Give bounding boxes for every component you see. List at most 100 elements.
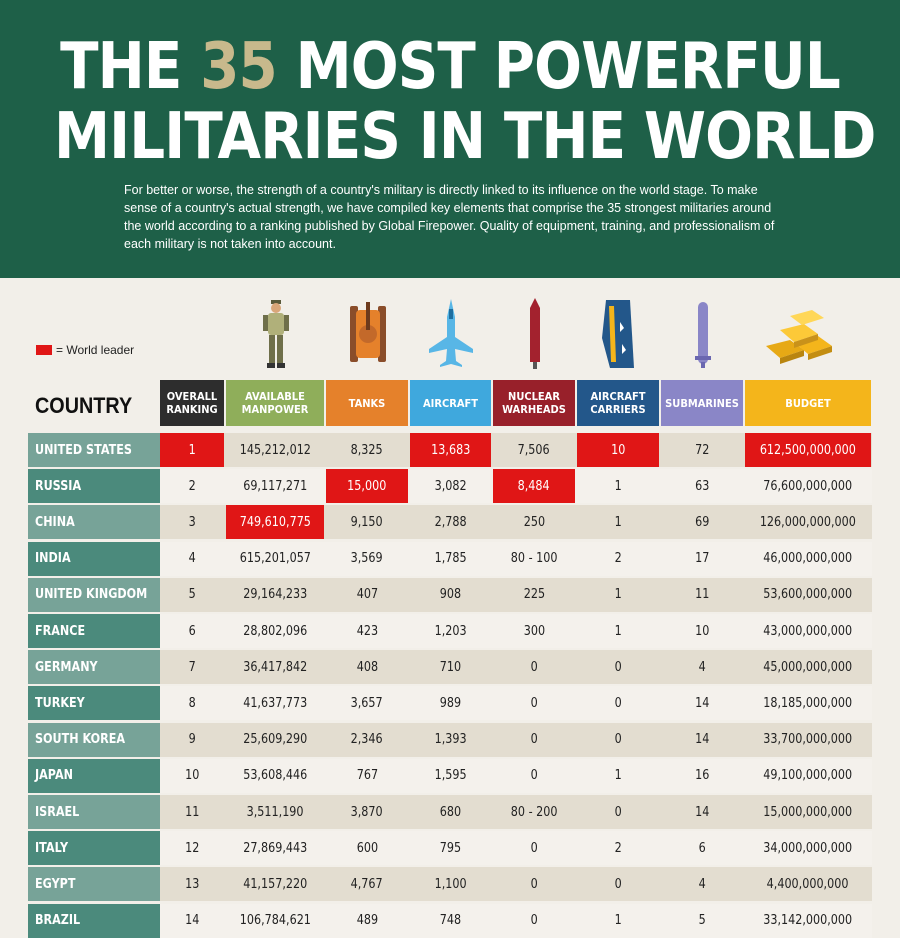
- legend: = World leader: [36, 343, 134, 357]
- cell-nuclear: 0: [530, 732, 538, 748]
- country-name: UNITED KINGDOM: [28, 577, 160, 612]
- cell-rank-world-leader: 1: [160, 433, 224, 467]
- cell-nuclear: 250: [523, 514, 545, 530]
- cell-subs: 16: [694, 768, 710, 784]
- cell-budget: 46,000,000,000: [763, 551, 853, 567]
- cell-nuclear: 0: [530, 876, 538, 892]
- cell-carriers: 1: [614, 768, 622, 784]
- cell-rank: 14: [184, 913, 200, 929]
- cell-nuclear: 80 - 100: [510, 551, 558, 567]
- cell-tanks: 8,325: [350, 442, 384, 458]
- cell-carriers: 1: [614, 913, 622, 929]
- intro-text: For better or worse, the strength of a c…: [124, 183, 775, 251]
- tank-icon: [350, 302, 386, 362]
- cell-tanks: 3,657: [350, 695, 384, 711]
- cell-aircraft: 1,393: [434, 732, 467, 748]
- cell-budget: 43,000,000,000: [763, 623, 853, 639]
- column-header-carriers: AIRCRAFT CARRIERS: [577, 380, 659, 426]
- cell-nuclear: 80 - 200: [510, 804, 558, 820]
- table-row: TURKEY 8 41,637,773 3,657 989 0 0 14 18,185,000,…: [28, 686, 872, 721]
- cell-tanks: 3,870: [350, 804, 384, 820]
- cell-rank: 11: [184, 804, 200, 820]
- cell-manpower-world-leader: 749,610,775: [226, 505, 324, 540]
- cell-subs: 5: [698, 913, 706, 929]
- cell-subs: 6: [698, 840, 706, 856]
- country-name: ISRAEL: [28, 795, 160, 829]
- cell-manpower: 53,608,446: [242, 768, 308, 784]
- cell-rank: 5: [188, 587, 196, 603]
- cell-budget: 33,700,000,000: [763, 732, 853, 748]
- column-header-aircraft: AIRCRAFT: [410, 380, 491, 426]
- cell-manpower: 615,201,057: [239, 551, 311, 567]
- column-header-rank: OVERALL RANKING: [160, 380, 224, 426]
- cell-carriers: 0: [614, 732, 622, 748]
- country-column-header: COUNTRY: [35, 393, 133, 418]
- table-row: CHINA 3 749,610,775 9,150 2,788 250 1 69 126,000…: [28, 505, 872, 540]
- table-row: ITALY 12 27,869,443 600 795 0 2 6 34,000,000,000: [28, 831, 872, 866]
- cell-carriers: 1: [614, 587, 622, 603]
- cell-rank: 3: [188, 514, 196, 530]
- cell-aircraft: 680: [439, 804, 462, 820]
- cell-budget: 15,000,000,000: [763, 804, 853, 820]
- warhead-icon: [530, 298, 540, 369]
- column-header-subs: SUBMARINES: [661, 380, 743, 426]
- cell-manpower: 145,212,012: [239, 442, 311, 458]
- header-banner: THE 35 MOST POWERFUL MILITARIES IN THE W…: [0, 0, 900, 278]
- cell-tanks: 489: [356, 913, 378, 929]
- cell-tanks-world-leader: 15,000: [326, 469, 408, 504]
- cell-budget: 33,142,000,000: [763, 913, 853, 929]
- gold-bars-icon: [766, 310, 832, 364]
- cell-aircraft-world-leader: 13,683: [410, 433, 491, 467]
- country-name: UNITED STATES: [28, 433, 160, 467]
- cell-subs: 17: [694, 551, 710, 567]
- cell-tanks: 2,346: [350, 732, 384, 748]
- cell-budget: 49,100,000,000: [763, 768, 853, 784]
- cell-manpower: 69,117,271: [242, 478, 308, 494]
- cell-aircraft: 3,082: [434, 478, 467, 494]
- table-row: INDIA 4 615,201,057 3,569 1,785 80 - 100 2 17 46…: [28, 541, 872, 576]
- cell-rank: 12: [184, 840, 200, 856]
- cell-carriers: 0: [614, 659, 622, 675]
- country-name: GERMANY: [28, 650, 160, 685]
- cell-manpower: 28,802,096: [242, 623, 308, 639]
- cell-budget: 76,600,000,000: [763, 478, 853, 494]
- cell-rank: 10: [184, 768, 200, 784]
- cell-aircraft: 908: [439, 587, 462, 603]
- cell-subs: 14: [694, 695, 710, 711]
- table-row: UNITED KINGDOM 5 29,164,233 407 908 225 1 11 53,…: [28, 577, 872, 612]
- country-name: FRANCE: [28, 614, 160, 648]
- column-header-tanks: TANKS: [326, 380, 408, 426]
- cell-aircraft: 1,100: [434, 876, 467, 892]
- cell-rank: 7: [188, 659, 196, 675]
- country-name: TURKEY: [28, 686, 160, 721]
- cell-rank: 4: [188, 551, 196, 567]
- cell-nuclear: 300: [523, 623, 545, 639]
- cell-manpower: 36,417,842: [242, 659, 308, 675]
- cell-manpower: 29,164,233: [242, 587, 308, 603]
- table-row: SOUTH KOREA 9 25,609,290 2,346 1,393 0 0 14 33,7…: [28, 722, 872, 757]
- cell-aircraft: 1,785: [434, 551, 467, 567]
- cell-tanks: 9,150: [350, 514, 384, 530]
- cell-budget: 45,000,000,000: [763, 659, 853, 675]
- cell-manpower: 106,784,621: [239, 913, 311, 929]
- cell-manpower: 41,637,773: [242, 695, 308, 711]
- page-title-line-1: THE 35 MOST POWERFUL: [60, 30, 841, 104]
- cell-carriers: 1: [614, 514, 622, 530]
- cell-nuclear: 225: [523, 587, 545, 603]
- cell-nuclear: 0: [530, 659, 538, 675]
- cell-carriers: 2: [614, 551, 622, 567]
- table-row: JAPAN 10 53,608,446 767 1,595 0 1 16 49,100,000,…: [28, 758, 872, 793]
- legend-swatch: [36, 345, 52, 355]
- cell-nuclear: 0: [530, 695, 538, 711]
- cell-rank: 8: [188, 695, 196, 711]
- cell-carriers: 1: [614, 623, 622, 639]
- cell-tanks: 3,569: [350, 551, 384, 567]
- cell-manpower: 3,511,190: [246, 804, 304, 820]
- cell-nuclear: 0: [530, 768, 538, 784]
- cell-carriers: 2: [614, 840, 622, 856]
- cell-aircraft: 710: [439, 659, 462, 675]
- cell-tanks: 408: [356, 659, 378, 675]
- country-name: INDIA: [28, 541, 160, 576]
- cell-budget: 4,400,000,000: [767, 876, 849, 892]
- table-row: RUSSIA 2 69,117,271 15,000 3,082 8,484 1 63 76,6…: [28, 469, 872, 504]
